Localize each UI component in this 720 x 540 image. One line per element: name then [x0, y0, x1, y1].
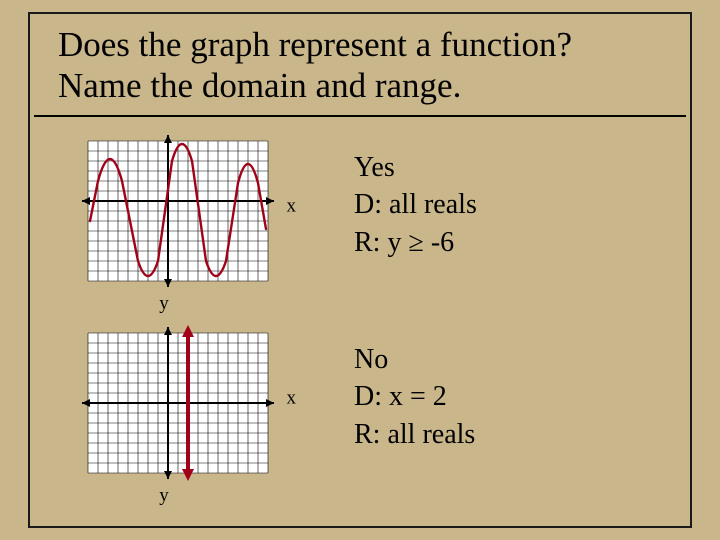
graph-vertical-line	[78, 323, 278, 483]
slide-title: Does the graph represent a function? Nam…	[58, 24, 662, 107]
axis-label-y: y	[159, 293, 169, 315]
answer-verdict: Yes	[354, 149, 477, 187]
graph-block: x y	[58, 131, 298, 319]
answer-block: Yes D: all reals R: y ≥ -6	[354, 131, 477, 262]
answer-range: R: y ≥ -6	[354, 224, 477, 262]
title-block: Does the graph represent a function? Nam…	[30, 14, 690, 111]
graph-block: x y	[58, 323, 298, 511]
graph-wrap: x	[78, 131, 278, 291]
axis-label-y: y	[159, 485, 169, 507]
graph-wrap: x	[78, 323, 278, 483]
example-row: x y No D: x = 2 R: all reals	[58, 323, 662, 511]
answer-domain: D: x = 2	[354, 378, 475, 416]
example-row: x y Yes D: all reals R: y ≥ -6	[58, 131, 662, 319]
graph-wave	[78, 131, 278, 291]
slide-frame: Does the graph represent a function? Nam…	[28, 12, 692, 528]
slide-content: x y Yes D: all reals R: y ≥ -6	[30, 117, 690, 511]
answer-block: No D: x = 2 R: all reals	[354, 323, 475, 454]
answer-verdict: No	[354, 341, 475, 379]
answer-domain: D: all reals	[354, 186, 477, 224]
answer-range: R: all reals	[354, 416, 475, 454]
axis-label-x: x	[287, 387, 297, 409]
axis-label-x: x	[287, 195, 297, 217]
